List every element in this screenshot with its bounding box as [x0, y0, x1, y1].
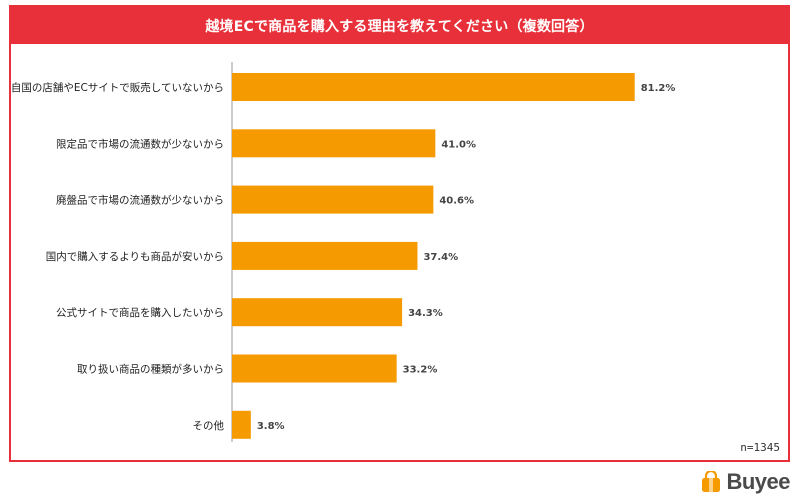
bar: [232, 129, 436, 158]
bar: [232, 241, 418, 270]
value-label: 3.8%: [257, 421, 285, 432]
logo-text: Buyee: [726, 469, 790, 494]
value-label: 34.3%: [408, 308, 443, 319]
chart-title: 越境ECで商品を購入する理由を教えてください（複数回答）: [205, 18, 594, 35]
category-label: 国内で購入するよりも商品が安いから: [46, 250, 224, 263]
category-label: その他: [193, 419, 225, 432]
category-label: 廃盤品で市場の流通数が少ないから: [56, 194, 224, 207]
bar: [232, 73, 635, 101]
category-label: 取り扱い商品の種類が多いから: [77, 363, 224, 376]
category-label: 自国の店舗やECサイトで販売していないから: [11, 81, 224, 94]
shopping-bag-icon: [702, 471, 721, 492]
bar: [232, 185, 434, 214]
category-label: 限定品で市場の流通数が少ないから: [56, 137, 224, 150]
buyee-logo: Buyee: [700, 468, 790, 496]
bar: [232, 298, 403, 327]
sample-size-label: n=1345: [740, 441, 780, 454]
bar: [232, 410, 251, 439]
value-label: 37.4%: [423, 252, 458, 263]
value-label: 33.2%: [403, 365, 438, 376]
bar: [232, 354, 397, 383]
title-bar: 越境ECで商品を購入する理由を教えてください（複数回答）: [11, 7, 788, 44]
value-label: 81.2%: [641, 83, 676, 94]
category-label: 公式サイトで商品を購入したいから: [56, 306, 224, 319]
value-label: 40.6%: [439, 196, 474, 207]
value-label: 41.0%: [441, 139, 476, 150]
